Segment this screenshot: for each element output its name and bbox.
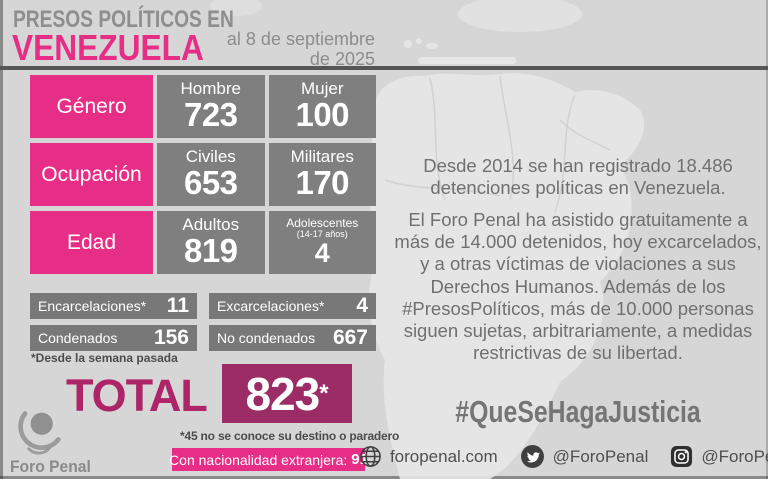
stat-bar-label: No condenados bbox=[217, 330, 316, 346]
foreign-nationality-bar: Con nacionalidad extranjera: 91 bbox=[169, 448, 368, 471]
category-label-ocupacion: Ocupación bbox=[30, 143, 153, 206]
instagram-handle-text: @ForoPenal bbox=[701, 446, 768, 466]
stat-bar-label: Encarcelaciones* bbox=[38, 298, 147, 314]
report-date-line1: al 8 de septiembre bbox=[226, 29, 375, 49]
stat-bar-label: Condenados bbox=[38, 330, 118, 346]
page-title: VENEZUELA bbox=[12, 27, 204, 68]
report-date: al 8 de septiembre de 2025 bbox=[190, 29, 375, 70]
stat-cell-adultos: Adultos 819 bbox=[157, 211, 265, 274]
stat-bar-no-condenados: No condenados 667 bbox=[209, 325, 376, 351]
weekly-stats-grid: Encarcelaciones* 11 Excarcelaciones* 4 C… bbox=[30, 293, 376, 351]
stat-sublabel: (14-17 años) bbox=[296, 228, 348, 239]
stat-value: 170 bbox=[295, 164, 350, 202]
stat-bar-condenados: Condenados 156 bbox=[30, 325, 197, 351]
stat-cell-civiles: Civiles 653 bbox=[157, 143, 265, 206]
foreign-nationality-label: Con nacionalidad extranjera: bbox=[169, 451, 348, 468]
website-text: foropenal.com bbox=[389, 446, 498, 466]
stat-bar-value: 4 bbox=[356, 294, 368, 317]
stats-table: Género Hombre 723 Mujer 100 Ocupación Ci… bbox=[30, 75, 376, 274]
stat-bar-label: Excarcelaciones* bbox=[217, 298, 325, 314]
stat-label: Militares bbox=[290, 147, 354, 167]
stat-label: Civiles bbox=[185, 147, 236, 167]
total-value: 823 bbox=[245, 367, 320, 420]
category-label-edad: Edad bbox=[30, 211, 153, 274]
stat-label: Adultos bbox=[182, 215, 240, 235]
stat-value: 819 bbox=[183, 232, 238, 270]
table-row-genero: Género Hombre 723 Mujer 100 bbox=[30, 75, 376, 138]
table-row-ocupacion: Ocupación Civiles 653 Militares 170 bbox=[30, 143, 376, 206]
hashtag-que-se-haga-justicia: #QueSeHagaJusticia bbox=[455, 394, 701, 429]
foro-penal-logo: Foro Penal bbox=[10, 408, 120, 476]
stat-value: 100 bbox=[295, 96, 350, 134]
paragraph-detentions: Desde 2014 se han registrado 18.486 dete… bbox=[423, 155, 733, 199]
foro-penal-logo-text: Foro Penal bbox=[10, 457, 91, 476]
stat-value: 653 bbox=[183, 164, 238, 202]
weekly-stats-footnote: *Desde la semana pasada bbox=[31, 351, 178, 365]
total-footnote: *45 no se conoce su destino o paradero bbox=[180, 429, 400, 443]
stat-bar-value: 11 bbox=[166, 294, 189, 317]
instagram-link[interactable]: @ForoPenal bbox=[670, 445, 768, 468]
stat-bar-encarcelaciones: Encarcelaciones* 11 bbox=[30, 293, 197, 319]
report-date-line2: de 2025 bbox=[309, 48, 375, 69]
twitter-handle-text: @ForoPenal bbox=[552, 446, 649, 466]
twitter-icon bbox=[520, 445, 544, 468]
total-label: TOTAL bbox=[66, 370, 208, 421]
stat-label: Hombre bbox=[180, 79, 241, 99]
stat-label: Mujer bbox=[300, 79, 344, 99]
stat-bar-excarcelaciones: Excarcelaciones* 4 bbox=[209, 293, 376, 319]
foro-penal-logo-icon bbox=[18, 411, 61, 455]
social-footer: foropenal.com @ForoPenal @ForoPenal bbox=[360, 444, 768, 469]
table-row-edad: Edad Adultos 819 Adolescentes (14-17 año… bbox=[30, 211, 376, 274]
paragraph-foro-penal: El Foro Penal ha asistido gratuitamente … bbox=[394, 209, 762, 364]
stat-cell-adolescentes: Adolescentes (14-17 años) 4 bbox=[268, 211, 376, 274]
header-kicker: PRESOS POLÍTICOS EN bbox=[13, 6, 234, 33]
stat-cell-militares: Militares 170 bbox=[268, 143, 376, 206]
total-value-box: 823 * bbox=[222, 364, 352, 423]
category-label-genero: Género bbox=[30, 75, 153, 138]
website-link[interactable]: foropenal.com bbox=[359, 445, 498, 468]
stat-bar-value: 667 bbox=[332, 326, 368, 349]
globe-icon bbox=[360, 446, 381, 467]
stat-cell-hombre: Hombre 723 bbox=[157, 75, 265, 138]
stat-cell-mujer: Mujer 100 bbox=[268, 75, 376, 138]
total-asterisk: * bbox=[319, 379, 329, 407]
header-divider bbox=[0, 66, 768, 70]
stat-value: 4 bbox=[314, 238, 330, 269]
instagram-icon bbox=[671, 445, 693, 468]
twitter-link[interactable]: @ForoPenal bbox=[520, 444, 649, 469]
stat-bar-value: 156 bbox=[153, 326, 189, 349]
stat-value: 723 bbox=[183, 96, 238, 134]
stat-label: Adolescentes bbox=[286, 216, 359, 231]
